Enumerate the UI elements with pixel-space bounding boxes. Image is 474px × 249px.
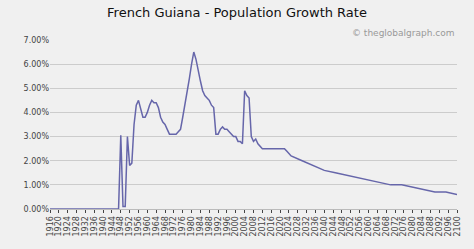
svg-text:2100: 2100: [453, 216, 462, 236]
svg-text:1940: 1940: [99, 216, 108, 236]
svg-text:2048: 2048: [338, 216, 347, 236]
svg-text:1952: 1952: [125, 216, 134, 236]
svg-text:2056: 2056: [355, 216, 364, 236]
svg-text:2068: 2068: [382, 216, 391, 236]
svg-text:1920: 1920: [54, 216, 63, 236]
svg-text:2072: 2072: [391, 216, 400, 236]
svg-text:1944: 1944: [108, 216, 117, 236]
svg-text:1948: 1948: [116, 216, 125, 236]
svg-text:2000: 2000: [231, 216, 240, 236]
svg-text:7.00%: 7.00%: [24, 36, 50, 45]
svg-text:1916: 1916: [46, 216, 55, 236]
svg-text:© theglobalgraph.com: © theglobalgraph.com: [352, 28, 455, 38]
svg-text:1988: 1988: [205, 216, 214, 236]
svg-text:2004: 2004: [240, 216, 249, 236]
svg-text:1968: 1968: [161, 216, 170, 236]
svg-text:2060: 2060: [364, 216, 373, 236]
svg-text:2040: 2040: [320, 216, 329, 236]
svg-text:4.00%: 4.00%: [24, 108, 50, 117]
svg-text:1932: 1932: [81, 216, 90, 236]
svg-text:2096: 2096: [444, 216, 453, 236]
svg-text:0.00%: 0.00%: [24, 205, 50, 214]
svg-text:2028: 2028: [293, 216, 302, 236]
svg-text:2012: 2012: [258, 216, 267, 236]
svg-text:2020: 2020: [276, 216, 285, 236]
svg-text:2064: 2064: [373, 216, 382, 236]
svg-text:2084: 2084: [417, 216, 426, 236]
svg-text:3.00%: 3.00%: [24, 132, 50, 141]
svg-text:1924: 1924: [63, 216, 72, 236]
svg-text:1964: 1964: [152, 216, 161, 236]
svg-text:2052: 2052: [346, 216, 355, 236]
svg-text:1984: 1984: [196, 216, 205, 236]
svg-text:2024: 2024: [284, 216, 293, 236]
svg-text:2088: 2088: [426, 216, 435, 236]
svg-text:2092: 2092: [435, 216, 444, 236]
svg-text:2032: 2032: [302, 216, 311, 236]
svg-text:2044: 2044: [329, 216, 338, 236]
svg-text:French Guiana - Population Gro: French Guiana - Population Growth Rate: [107, 5, 367, 20]
svg-text:1960: 1960: [143, 216, 152, 236]
svg-text:1928: 1928: [72, 216, 81, 236]
svg-text:2008: 2008: [249, 216, 258, 236]
svg-text:1996: 1996: [223, 216, 232, 236]
svg-text:1936: 1936: [90, 216, 99, 236]
svg-text:2.00%: 2.00%: [24, 157, 50, 166]
svg-text:1972: 1972: [169, 216, 178, 236]
svg-text:2076: 2076: [400, 216, 409, 236]
svg-text:2080: 2080: [408, 216, 417, 236]
svg-text:1956: 1956: [134, 216, 143, 236]
svg-text:1.00%: 1.00%: [24, 181, 50, 190]
svg-text:1980: 1980: [187, 216, 196, 236]
svg-text:6.00%: 6.00%: [24, 60, 50, 69]
svg-text:2036: 2036: [311, 216, 320, 236]
svg-text:5.00%: 5.00%: [24, 84, 50, 93]
svg-text:1976: 1976: [178, 216, 187, 236]
svg-text:2016: 2016: [267, 216, 276, 236]
svg-text:1992: 1992: [214, 216, 223, 236]
